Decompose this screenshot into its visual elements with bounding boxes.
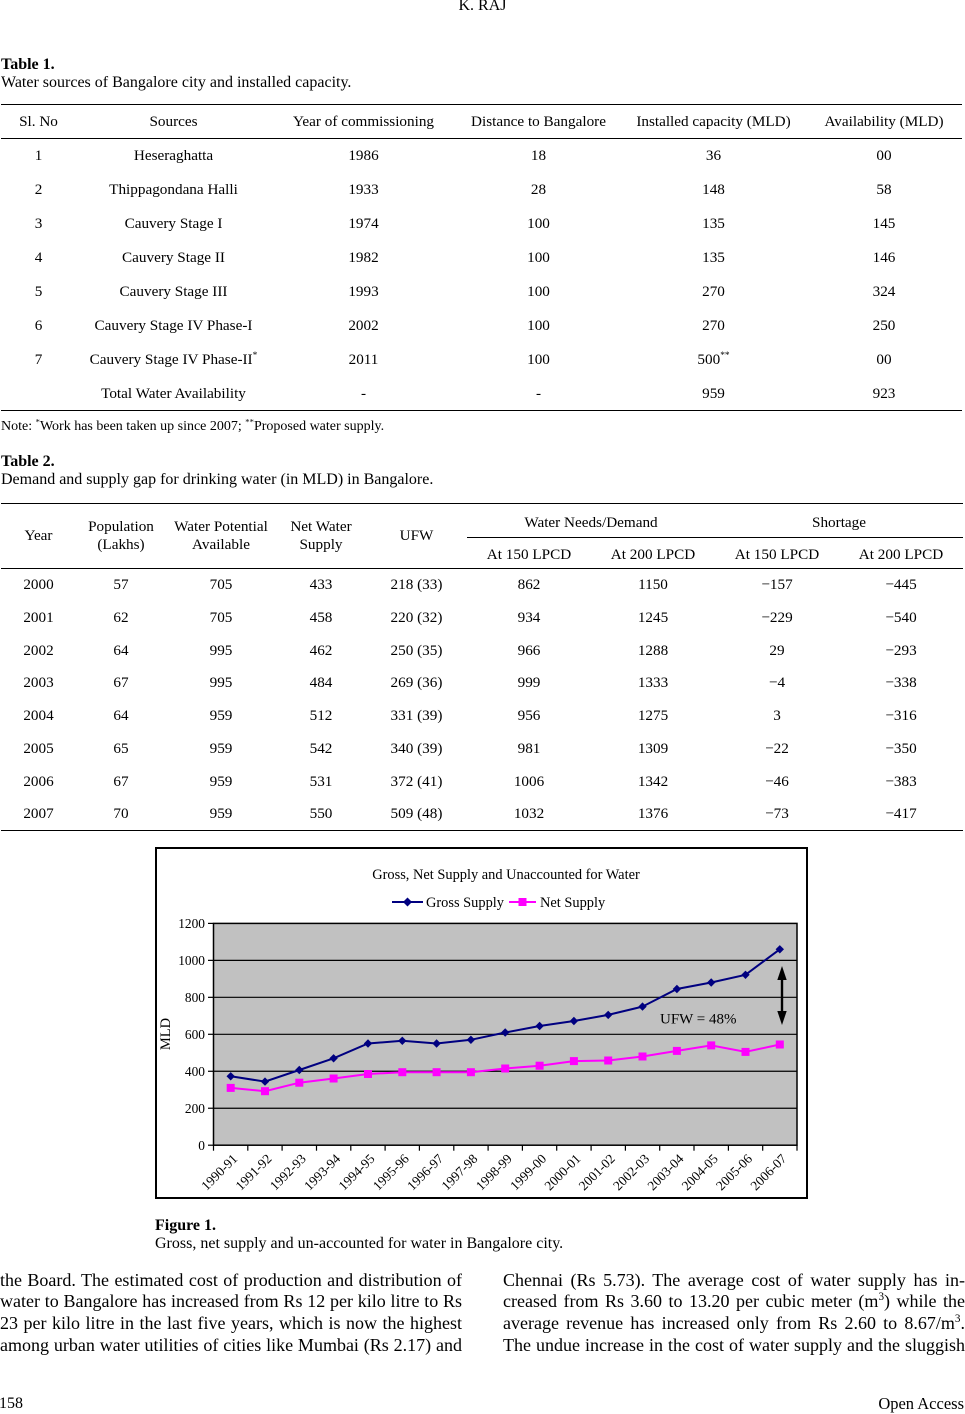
svg-text:Gross, Net Supply and Unaccoun: Gross, Net Supply and Unaccounted for Wa… — [372, 867, 640, 883]
svg-text:MLD: MLD — [158, 1018, 174, 1050]
svg-text:1000: 1000 — [178, 953, 205, 968]
svg-text:UFW = 48%: UFW = 48% — [660, 1012, 737, 1028]
svg-text:400: 400 — [185, 1064, 205, 1079]
svg-text:Net Supply: Net Supply — [540, 895, 606, 911]
svg-text:Gross Supply: Gross Supply — [426, 895, 505, 911]
svg-text:600: 600 — [185, 1027, 205, 1042]
svg-text:200: 200 — [185, 1101, 205, 1116]
svg-text:0: 0 — [198, 1138, 205, 1153]
svg-text:1200: 1200 — [178, 916, 205, 931]
svg-text:800: 800 — [185, 990, 205, 1005]
